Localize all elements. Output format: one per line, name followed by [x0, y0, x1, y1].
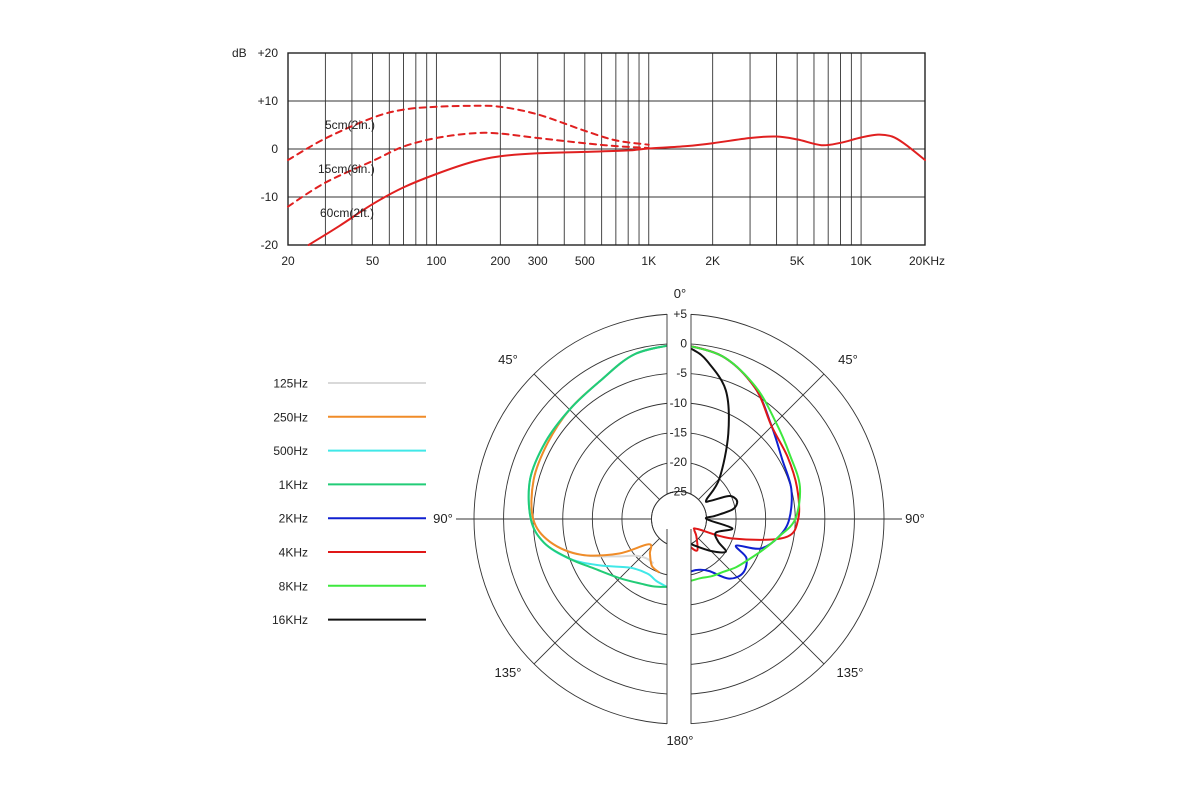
- polar-spoke: [698, 538, 825, 665]
- frequency-y-tick-label: 0: [271, 142, 278, 156]
- polar-series-2khz: [678, 342, 793, 580]
- frequency-x-tick-label: 5K: [790, 254, 805, 268]
- frequency-x-tick-label: 100: [426, 254, 446, 268]
- polar-angle-label: 90°: [905, 511, 925, 526]
- legend-item-16khz: 16KHz: [272, 613, 426, 627]
- frequency-x-tick-label: 500: [575, 254, 595, 268]
- frequency-grid: [287, 52, 926, 246]
- polar-angle-label: 180°: [667, 733, 694, 748]
- polar-series-1khz: [527, 342, 680, 588]
- legend-item-250hz: 250Hz: [273, 410, 426, 424]
- frequency-series-5cm-2in: [287, 104, 650, 161]
- polar-series: [527, 342, 802, 588]
- polar-center-axis-gap: [666, 302, 692, 739]
- frequency-plot-frame: [287, 52, 926, 246]
- polar-radial-tick-label: -5: [676, 366, 687, 380]
- polar-angle-label: 135°: [495, 665, 522, 680]
- frequency-y-tick-labels: +20 +10 0 -10 -20: [258, 46, 279, 252]
- legend-item-125hz: 125Hz: [273, 377, 426, 391]
- frequency-series: [287, 104, 926, 246]
- polar-series-500hz: [527, 342, 680, 588]
- frequency-x-tick-label: 200: [490, 254, 510, 268]
- frequency-x-tick-label: 2K: [705, 254, 720, 268]
- legend-label: 1KHz: [279, 478, 308, 492]
- frequency-x-tick-label: 1K: [641, 254, 656, 268]
- polar-top-gap: [667, 302, 691, 473]
- frequency-x-tick-labels: 20 50 100 200 300 500 1K 2K 5K 10K 20KHz: [281, 254, 945, 268]
- frequency-x-tick-label: 20: [281, 254, 295, 268]
- frequency-y-axis-label: dB: [232, 46, 247, 60]
- polar-angle-label: 0°: [674, 286, 686, 301]
- legend-label: 500Hz: [273, 444, 308, 458]
- frequency-y-tick-label: -20: [261, 238, 279, 252]
- polar-angle-label: 90°: [433, 511, 453, 526]
- frequency-series-labels: 5cm(2in.) 15cm(6in.) 60cm(2ft.): [318, 118, 375, 220]
- polar-radial-tick-label: -15: [670, 425, 688, 439]
- polar-spoke: [533, 538, 660, 665]
- frequency-x-tick-label: 50: [366, 254, 380, 268]
- frequency-y-tick-label: -10: [261, 190, 279, 204]
- frequency-series-60cm-2ft: [307, 133, 926, 246]
- legend-item-500hz: 500Hz: [273, 444, 426, 458]
- legend-label: 8KHz: [279, 579, 308, 593]
- legend-label: 2KHz: [279, 512, 308, 526]
- polar-pattern-chart: +5 0 -5 -10 -15 -20 -25 0° 45° 45° 90° 90° 135° 135°…: [272, 286, 925, 748]
- polar-bottom-gap: [667, 524, 691, 739]
- frequency-x-tick-label: 10K: [850, 254, 871, 268]
- polar-series-16khz: [678, 342, 739, 554]
- frequency-x-tick-label: 20KHz: [909, 254, 945, 268]
- polar-series-250hz: [530, 342, 680, 574]
- frequency-x-tick-label: 300: [528, 254, 548, 268]
- polar-radial-tick-label: 0: [680, 337, 687, 351]
- polar-radial-tick-label: -10: [670, 396, 688, 410]
- polar-angle-labels: 0° 45° 45° 90° 90° 135° 135° 180°: [433, 286, 925, 748]
- polar-radial-tick-label: -25: [670, 485, 688, 499]
- legend-label: 125Hz: [273, 377, 308, 391]
- legend-label: 16KHz: [272, 613, 308, 627]
- polar-radial-tick-label: -20: [670, 455, 688, 469]
- frequency-series-15cm-6in: [287, 131, 650, 208]
- frequency-series-label: 60cm(2ft.): [320, 206, 374, 220]
- polar-legend: 125Hz 250Hz 500Hz 1KHz 2KHz 4KHz 8KHz 16KHz: [272, 377, 426, 627]
- polar-radial-tick-label: +5: [673, 307, 687, 321]
- frequency-response-chart: +20+100-10-20 20 50 100 200 300 500 1K 2K 5K 10K 2…: [232, 46, 945, 268]
- legend-item-4khz: 4KHz: [279, 546, 426, 560]
- frequency-y-tick-label: +10: [258, 94, 279, 108]
- polar-radial-tick-labels: +5 0 -5 -10 -15 -20 -25: [670, 307, 688, 499]
- polar-angle-label: 135°: [837, 665, 864, 680]
- legend-item-8khz: 8KHz: [279, 579, 426, 593]
- polar-spoke: [698, 373, 825, 500]
- frequency-y-tick-label: +20: [258, 46, 279, 60]
- legend-item-1khz: 1KHz: [279, 478, 426, 492]
- polar-angle-label: 45°: [838, 352, 858, 367]
- polar-angle-label: 45°: [498, 352, 518, 367]
- legend-label: 250Hz: [273, 410, 308, 424]
- legend-label: 4KHz: [279, 546, 308, 560]
- polar-series-8khz: [678, 342, 802, 582]
- legend-item-2khz: 2KHz: [279, 512, 426, 526]
- frequency-series-label: 5cm(2in.): [325, 118, 375, 132]
- frequency-series-label: 15cm(6in.): [318, 162, 375, 176]
- polar-spoke: [533, 373, 660, 500]
